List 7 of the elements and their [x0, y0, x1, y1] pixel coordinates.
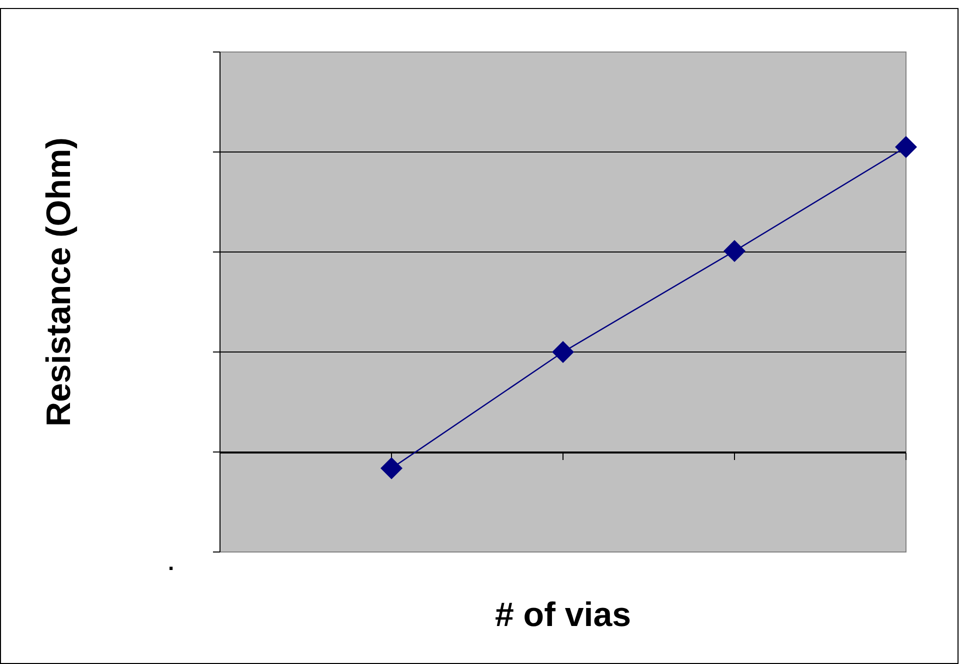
text: . [168, 550, 174, 575]
x-axis-title: # of vias [494, 596, 632, 634]
point [895, 136, 917, 158]
y-axis-title: Resistance (Ohm) [40, 137, 78, 427]
point [552, 341, 574, 364]
point [380, 457, 402, 480]
point [724, 240, 746, 262]
